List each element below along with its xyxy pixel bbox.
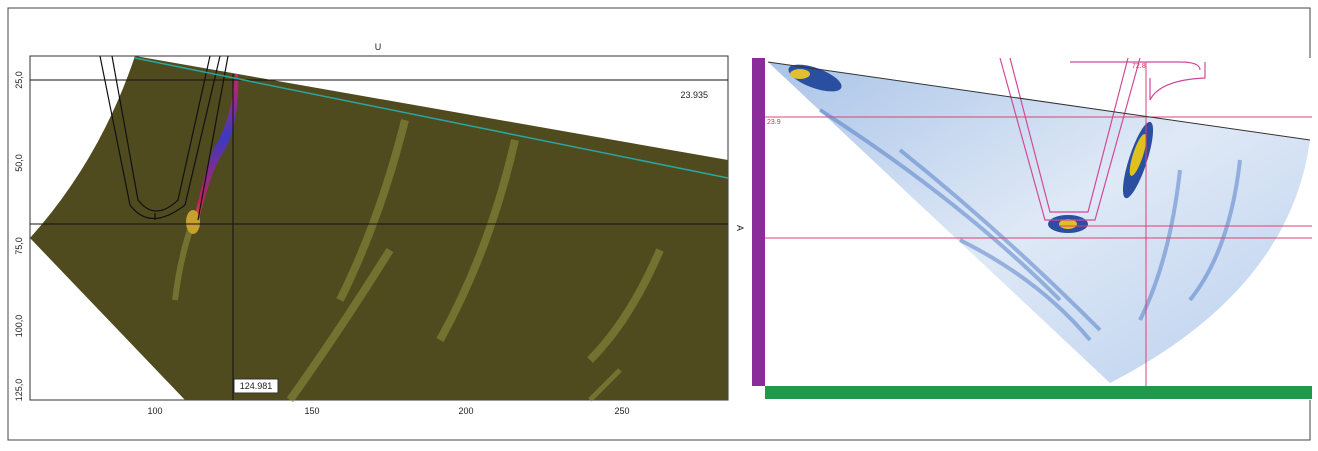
bottom-ruler (765, 386, 1312, 399)
screenshot: U A 23.935 124.981 25,0 50,0 75,0 100,0 125,… (0, 0, 1318, 446)
right-scan: 72.8 23.9 (752, 58, 1312, 400)
readout: 72.8 (1132, 63, 1146, 70)
side-ruler (752, 58, 765, 386)
defect-tip (186, 210, 200, 234)
y-tick-label: 25,0 (14, 71, 24, 89)
echo-core (790, 69, 810, 79)
y-tick-label: 125,0 (14, 379, 24, 402)
x-axis: 100 150 200 250 (147, 406, 629, 416)
readout: 23.9 (767, 119, 781, 126)
top-label: U (375, 42, 382, 52)
y-tick-label: 75,0 (14, 237, 24, 255)
x-tick-label: 100 (147, 406, 162, 416)
y-axis: 25,0 50,0 75,0 100,0 125,0 (14, 71, 24, 401)
y-tick-label: 50,0 (14, 154, 24, 172)
x-tick-label: 150 (304, 406, 319, 416)
side-label: A (735, 225, 745, 231)
x-tick-label: 250 (614, 406, 629, 416)
x-tick-label: 200 (458, 406, 473, 416)
page: U A 23.935 124.981 25,0 50,0 75,0 100,0 125,… (0, 0, 1318, 446)
position-readout: 124.981 (240, 381, 273, 391)
depth-readout: 23.935 (680, 90, 708, 100)
left-scan: U A 23.935 124.981 25,0 50,0 75,0 100,0 125,… (14, 42, 745, 416)
y-tick-label: 100,0 (14, 315, 24, 338)
